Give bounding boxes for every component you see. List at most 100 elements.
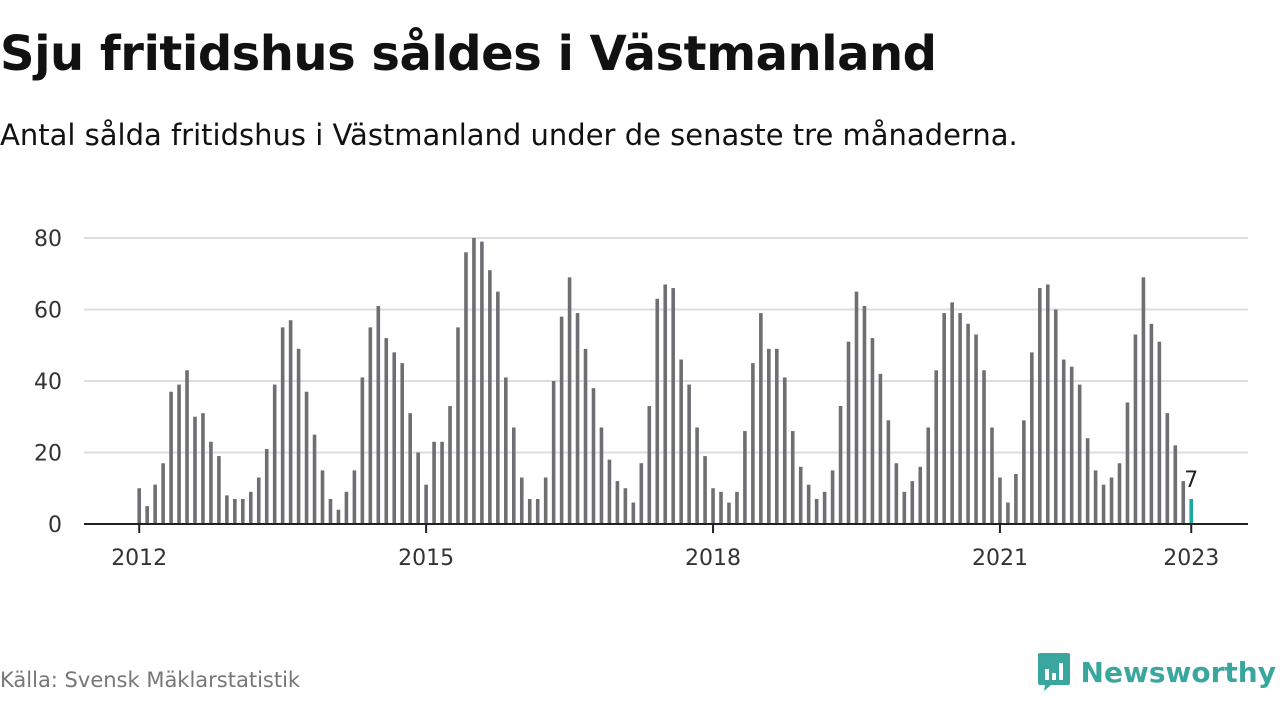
bar <box>1141 277 1146 524</box>
bar <box>727 502 731 524</box>
bar <box>400 363 405 525</box>
bar <box>878 373 883 524</box>
bar <box>264 448 269 524</box>
bar <box>551 381 556 524</box>
bar <box>304 391 309 524</box>
bar <box>137 488 141 524</box>
brand-name: Newsworthy <box>1080 655 1276 689</box>
x-tick-label: 2023 <box>1163 546 1219 571</box>
y-axis-labels: 0 20 40 60 80 <box>34 227 62 538</box>
bar <box>272 384 277 524</box>
bar <box>1077 384 1082 524</box>
bar <box>153 484 157 524</box>
bar <box>1109 477 1114 524</box>
bar <box>607 459 612 524</box>
bar <box>1030 352 1034 524</box>
bar <box>862 305 867 524</box>
bar <box>320 470 325 525</box>
bar <box>934 370 938 524</box>
bar <box>408 413 412 524</box>
bar <box>384 338 389 524</box>
bar <box>464 252 468 525</box>
bar <box>782 377 787 524</box>
bar <box>743 431 747 524</box>
x-axis-labels: 2012 2015 2018 2021 2023 <box>111 524 1219 571</box>
bar <box>161 463 165 524</box>
bar <box>1045 284 1050 524</box>
bar <box>1006 502 1010 524</box>
x-tick-label: 2018 <box>685 546 741 571</box>
bar <box>1157 341 1162 524</box>
bar <box>480 241 484 524</box>
bar <box>990 427 994 524</box>
bar <box>559 316 564 524</box>
bar <box>790 431 795 524</box>
bar <box>751 363 755 525</box>
bar <box>527 498 532 524</box>
bar <box>1085 438 1090 524</box>
y-tick-label: 0 <box>48 513 62 538</box>
bar <box>1093 470 1098 525</box>
y-tick-label: 60 <box>34 299 62 324</box>
bar <box>424 484 428 524</box>
bar <box>376 305 381 524</box>
bar <box>711 488 715 524</box>
bar <box>615 481 620 524</box>
bar <box>352 470 357 525</box>
bar <box>440 441 444 524</box>
bar <box>998 477 1002 524</box>
bar <box>416 452 420 524</box>
bar <box>1149 323 1154 524</box>
bar <box>241 498 245 524</box>
bar <box>368 327 373 525</box>
bar <box>567 277 572 524</box>
bar <box>209 441 213 524</box>
bar <box>145 506 149 525</box>
bar <box>647 406 652 524</box>
bar <box>671 288 675 524</box>
bar <box>974 334 978 524</box>
last-value-label: 7 <box>1184 468 1198 493</box>
x-tick-label: 2012 <box>111 546 167 571</box>
bar <box>798 466 803 524</box>
bar <box>854 291 859 525</box>
bar <box>248 491 253 524</box>
bar <box>1022 420 1026 524</box>
bar <box>432 441 436 524</box>
bar <box>575 313 580 524</box>
bar <box>623 488 628 524</box>
bar <box>902 491 907 524</box>
y-tick-label: 20 <box>34 442 62 467</box>
bar <box>910 481 915 524</box>
bar <box>488 270 492 524</box>
bar <box>846 341 851 524</box>
bar <box>344 491 349 524</box>
bar <box>1133 334 1138 524</box>
bar <box>918 466 923 524</box>
bar <box>695 427 699 524</box>
bar <box>663 284 668 524</box>
bar <box>1014 473 1018 524</box>
bar <box>982 370 986 524</box>
bar <box>535 498 540 524</box>
bar-highlight <box>1189 498 1194 524</box>
newsworthy-logo-icon <box>1037 653 1070 691</box>
bar <box>543 477 548 524</box>
bar <box>631 502 636 524</box>
bar <box>456 327 460 525</box>
bar <box>1125 402 1130 524</box>
bar <box>312 434 317 525</box>
bar <box>360 377 365 524</box>
bar <box>822 491 827 524</box>
bar <box>233 498 237 524</box>
y-tick-label: 80 <box>34 227 62 252</box>
bar <box>288 320 293 524</box>
bar <box>830 470 835 525</box>
bar <box>496 291 500 525</box>
bar <box>448 406 452 524</box>
bar <box>336 509 341 524</box>
bar <box>583 348 588 524</box>
bar <box>894 463 899 524</box>
bar <box>280 327 285 525</box>
bar <box>472 238 476 524</box>
